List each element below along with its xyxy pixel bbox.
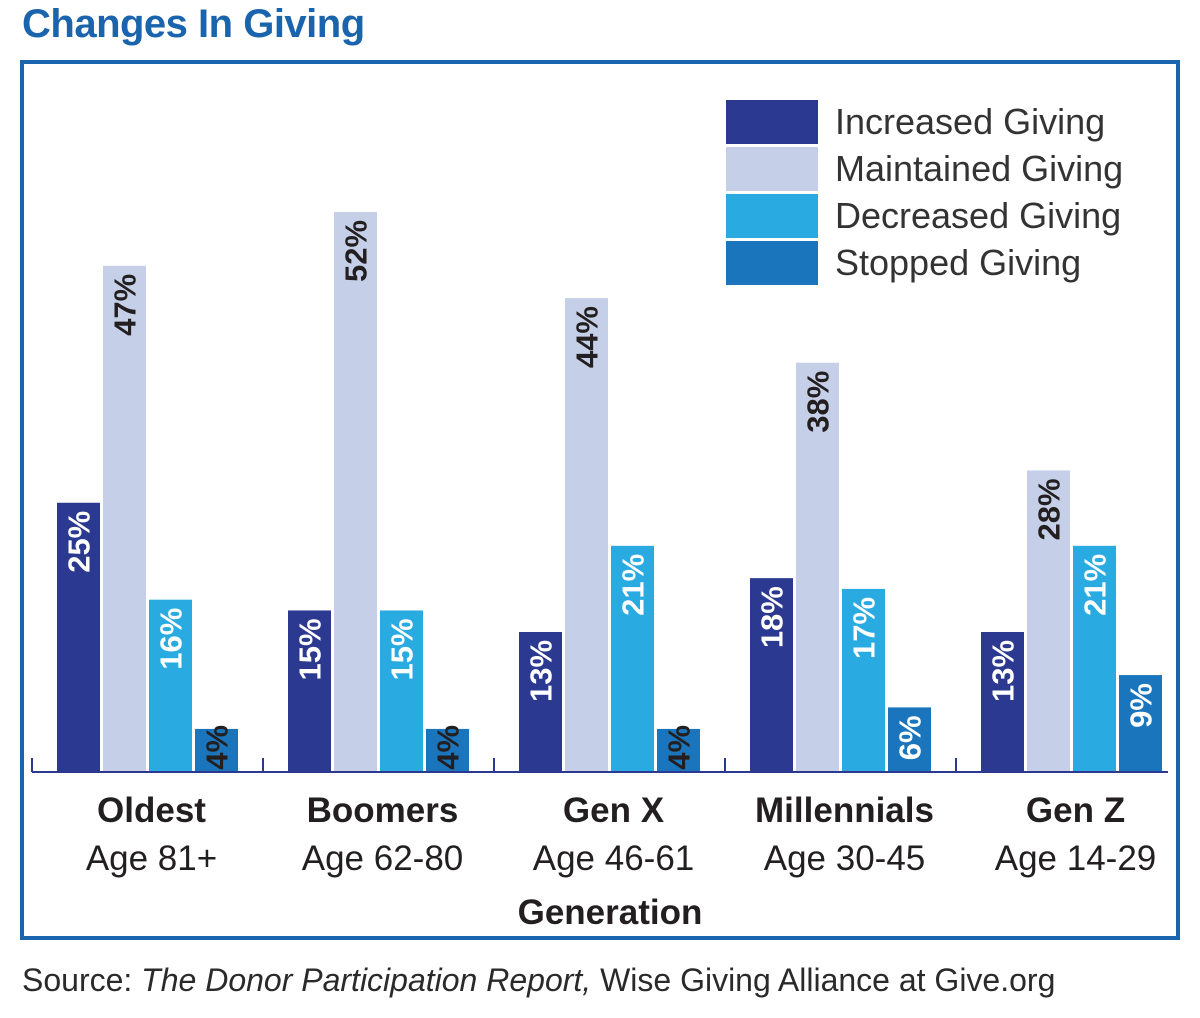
category-name-0: Oldest xyxy=(97,791,206,830)
bar-decreased-4 xyxy=(1073,545,1116,772)
category-name-2: Gen X xyxy=(563,791,665,830)
legend-swatch-decreased xyxy=(726,194,818,238)
bar-increased-3 xyxy=(750,578,793,772)
value-label-increased-1: 15% xyxy=(293,618,328,680)
source-title: The Donor Participation Report, xyxy=(141,962,592,998)
bar-maintained-3 xyxy=(796,362,839,772)
bar-increased-0 xyxy=(57,502,100,772)
value-label-increased-0: 25% xyxy=(62,511,97,573)
x-axis-title: Generation xyxy=(518,893,703,932)
bar-chart: 25% 47% 16% 4% 15% 52% 15% 4% 13% 44% 21% 4% 18% 38% 1… xyxy=(31,100,1168,932)
bar-decreased-2 xyxy=(611,545,654,772)
value-label-maintained-2: 44% xyxy=(570,306,605,368)
source-note: Source: The Donor Participation Report, … xyxy=(22,962,1055,999)
category-sub-0: Age 81+ xyxy=(86,839,217,878)
category-sub-4: Age 14-29 xyxy=(995,839,1157,878)
bar-decreased-1 xyxy=(380,610,423,772)
category-sub-3: Age 30-45 xyxy=(764,839,926,878)
legend-label-stopped: Stopped Giving xyxy=(835,242,1081,283)
chart-frame: 25% 47% 16% 4% 15% 52% 15% 4% 13% 44% 21% 4% 18% 38% 1… xyxy=(20,60,1180,940)
value-label-decreased-1: 15% xyxy=(385,618,420,680)
bar-stopped-2 xyxy=(657,728,700,772)
value-label-maintained-1: 52% xyxy=(339,220,374,282)
value-label-decreased-2: 21% xyxy=(616,554,651,616)
bar-increased-2 xyxy=(519,631,562,772)
category-name-1: Boomers xyxy=(307,791,459,830)
source-prefix: Source: xyxy=(22,962,142,998)
category-sub-1: Age 62-80 xyxy=(302,839,464,878)
category-name-4: Gen Z xyxy=(1026,791,1125,830)
bar-decreased-3 xyxy=(842,588,885,772)
legend-label-increased: Increased Giving xyxy=(835,101,1105,142)
bar-maintained-2 xyxy=(565,298,608,772)
value-label-maintained-3: 38% xyxy=(801,371,836,433)
bar-increased-1 xyxy=(288,610,331,772)
value-label-increased-4: 13% xyxy=(986,640,1021,702)
bar-stopped-0 xyxy=(195,728,238,772)
bar-stopped-1 xyxy=(426,728,469,772)
value-label-maintained-0: 47% xyxy=(108,274,143,336)
value-label-decreased-3: 17% xyxy=(847,597,882,659)
bar-increased-4 xyxy=(981,631,1024,772)
value-label-decreased-0: 16% xyxy=(154,608,189,670)
value-label-stopped-1: 4% xyxy=(431,725,466,770)
category-name-3: Millennials xyxy=(755,791,934,830)
category-sub-2: Age 46-61 xyxy=(533,839,695,878)
chart-title: Changes In Giving xyxy=(22,2,365,46)
legend-swatch-increased xyxy=(726,100,818,144)
legend-label-decreased: Decreased Giving xyxy=(835,195,1121,236)
bar-decreased-0 xyxy=(149,599,192,772)
value-label-stopped-2: 4% xyxy=(662,725,697,770)
value-label-increased-2: 13% xyxy=(524,640,559,702)
bar-maintained-4 xyxy=(1027,470,1070,772)
legend-swatch-stopped xyxy=(726,241,818,285)
bar-maintained-1 xyxy=(334,211,377,772)
legend-swatch-maintained xyxy=(726,147,818,191)
bar-stopped-3 xyxy=(888,707,931,772)
value-label-decreased-4: 21% xyxy=(1078,554,1113,616)
source-suffix: Wise Giving Alliance at Give.org xyxy=(591,962,1056,998)
value-label-increased-3: 18% xyxy=(755,586,790,648)
value-label-stopped-4: 9% xyxy=(1124,683,1159,728)
value-label-stopped-3: 6% xyxy=(893,715,928,760)
value-label-maintained-4: 28% xyxy=(1032,478,1067,540)
bar-stopped-4 xyxy=(1119,675,1162,772)
value-label-stopped-0: 4% xyxy=(200,725,235,770)
legend-label-maintained: Maintained Giving xyxy=(835,148,1123,189)
bar-maintained-0 xyxy=(103,265,146,772)
